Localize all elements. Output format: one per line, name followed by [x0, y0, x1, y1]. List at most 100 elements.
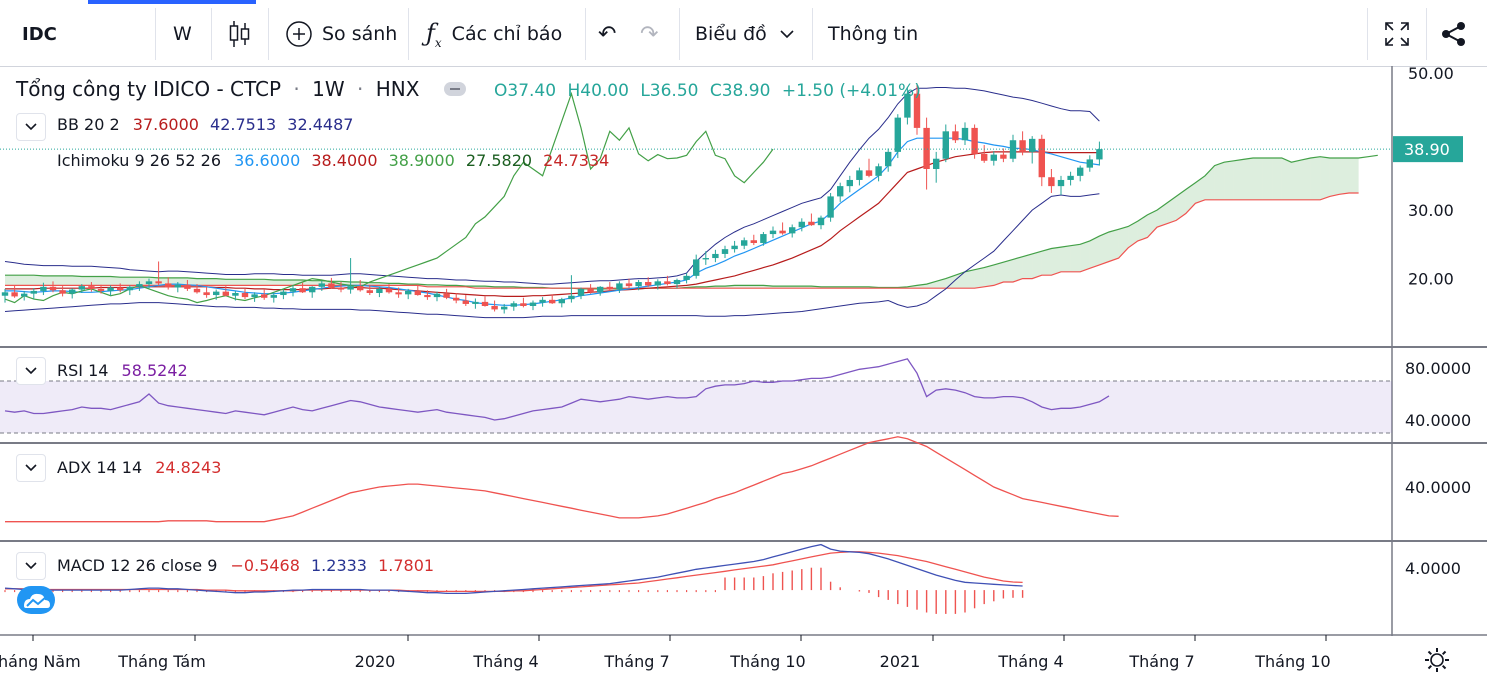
candle-body [1057, 179, 1065, 187]
macd-tick-label: 4.0000 [1405, 559, 1461, 578]
candle-body [11, 292, 18, 297]
chart-settings-button[interactable] [1423, 646, 1451, 674]
candle-body [952, 131, 959, 141]
tradingview-logo[interactable] [17, 586, 55, 614]
candle-body [280, 291, 287, 296]
time-axis-label: Tháng 10 [1254, 652, 1330, 671]
cloud-segment [225, 279, 236, 286]
candle-body [289, 288, 297, 292]
share-icon [1442, 22, 1465, 46]
macd-line [4, 543, 1023, 595]
cloud-segment [1205, 165, 1215, 200]
candle-body [779, 230, 786, 234]
candle-body [1086, 159, 1093, 168]
candle-body [683, 275, 690, 280]
price-tick-label: 50.00 [1408, 66, 1454, 83]
cloud-segment [33, 275, 44, 286]
ichimoku-kijun-line [5, 151, 1100, 297]
cloud-segment [273, 279, 284, 286]
macd-signal-value: 1.7801 [378, 556, 435, 575]
cloud-segment [984, 264, 994, 287]
time-axis-label: 2020 [355, 652, 396, 671]
ichimoku-span-a-line [5, 154, 1378, 290]
candle-body [904, 93, 911, 118]
cloud-segment [1013, 256, 1023, 283]
info-button[interactable]: Thông tin [828, 4, 918, 64]
change-value: +1.50 (+4.01%) [781, 81, 921, 101]
cloud-segment [43, 275, 53, 286]
cloud-segment [955, 271, 965, 289]
gear-icon [1425, 648, 1449, 672]
cloud-segment [5, 275, 15, 286]
candle-body [491, 306, 498, 310]
ichimoku-label: Ichimoku 9 26 52 26 [57, 151, 221, 170]
rsi-tick-label: 80.0000 [1405, 359, 1471, 378]
candle-body [337, 287, 345, 290]
chevron-down-icon [780, 30, 794, 39]
adx-collapse-button[interactable] [16, 454, 46, 482]
candle-body [597, 286, 604, 293]
cloud-segment [1089, 236, 1100, 269]
candle-body [1009, 140, 1017, 159]
bb-legend: BB 20 2 37.6000 42.7513 32.4487 [57, 115, 353, 134]
candle-body [961, 127, 969, 141]
legend-collapse-toggle[interactable] [444, 82, 466, 96]
interval-button[interactable]: W [173, 4, 192, 64]
bb-lower-line [4, 193, 1100, 319]
candle-body [1038, 138, 1045, 178]
undo-button[interactable]: ↶ [598, 4, 616, 64]
candle-body [97, 288, 105, 291]
indicators-label: Các chỉ báo [451, 23, 563, 45]
candle-body [174, 284, 181, 288]
cloud-segment [1080, 240, 1090, 272]
candle-body [865, 170, 873, 176]
cloud-segment [945, 275, 956, 289]
candle-body [222, 291, 229, 296]
candle-body [309, 286, 316, 293]
redo-button[interactable]: ↷ [640, 4, 658, 64]
candle-body [664, 281, 671, 285]
indicators-button[interactable]: ƒx Các chỉ báo [426, 4, 562, 64]
toolbar-divider [812, 8, 813, 60]
candle-body [117, 287, 124, 291]
redo-icon: ↷ [640, 21, 659, 47]
fullscreen-button[interactable] [1383, 4, 1411, 64]
candlestick-type-button[interactable] [228, 4, 252, 64]
candle-body [136, 284, 143, 287]
cloud-logo-icon [24, 593, 50, 608]
compare-button[interactable]: So sánh [284, 4, 397, 64]
cloud-segment [129, 277, 140, 286]
legend-title: Tổng công ty IDICO - CTCP [16, 77, 282, 101]
candle-body [261, 294, 268, 298]
rsi-collapse-button[interactable] [16, 357, 46, 385]
cloud-segment [734, 285, 745, 289]
candle-body [1000, 154, 1007, 159]
macd-collapse-button[interactable] [16, 552, 46, 580]
bb-collapse-button[interactable] [16, 113, 46, 141]
cloud-segment [14, 275, 25, 286]
candle-body [539, 299, 546, 303]
cloud-segment [1003, 259, 1013, 283]
candle-body [549, 299, 556, 304]
cloud-segment [24, 275, 34, 286]
rsi-tick-label: 40.0000 [1405, 411, 1471, 430]
cloud-segment [1329, 158, 1340, 197]
macd-legend: MACD 12 26 close 9 −0.5468 1.2333 1.7801 [57, 556, 434, 575]
candle-body [654, 281, 661, 286]
candle-body [145, 281, 153, 285]
close-value: C38.90 [709, 81, 771, 101]
chart-type-dropdown[interactable]: Biểu đồ [695, 4, 797, 64]
candle-body [414, 290, 421, 296]
cloud-segment [206, 278, 217, 286]
candle-body [894, 117, 901, 152]
cloud-segment [101, 276, 111, 286]
chart-canvas[interactable]: 50.00 30.00 20.00 38.90 80.0000 40.0000 40.000… [0, 66, 1487, 683]
symbol-button[interactable]: IDC [22, 4, 57, 64]
share-button[interactable] [1440, 4, 1468, 64]
cloud-segment [283, 279, 293, 286]
candle-body [241, 292, 249, 298]
cloud-segment [1157, 203, 1167, 228]
fullscreen-icon [1385, 22, 1409, 46]
candle-body [760, 234, 767, 243]
toolbar-divider [211, 8, 212, 60]
